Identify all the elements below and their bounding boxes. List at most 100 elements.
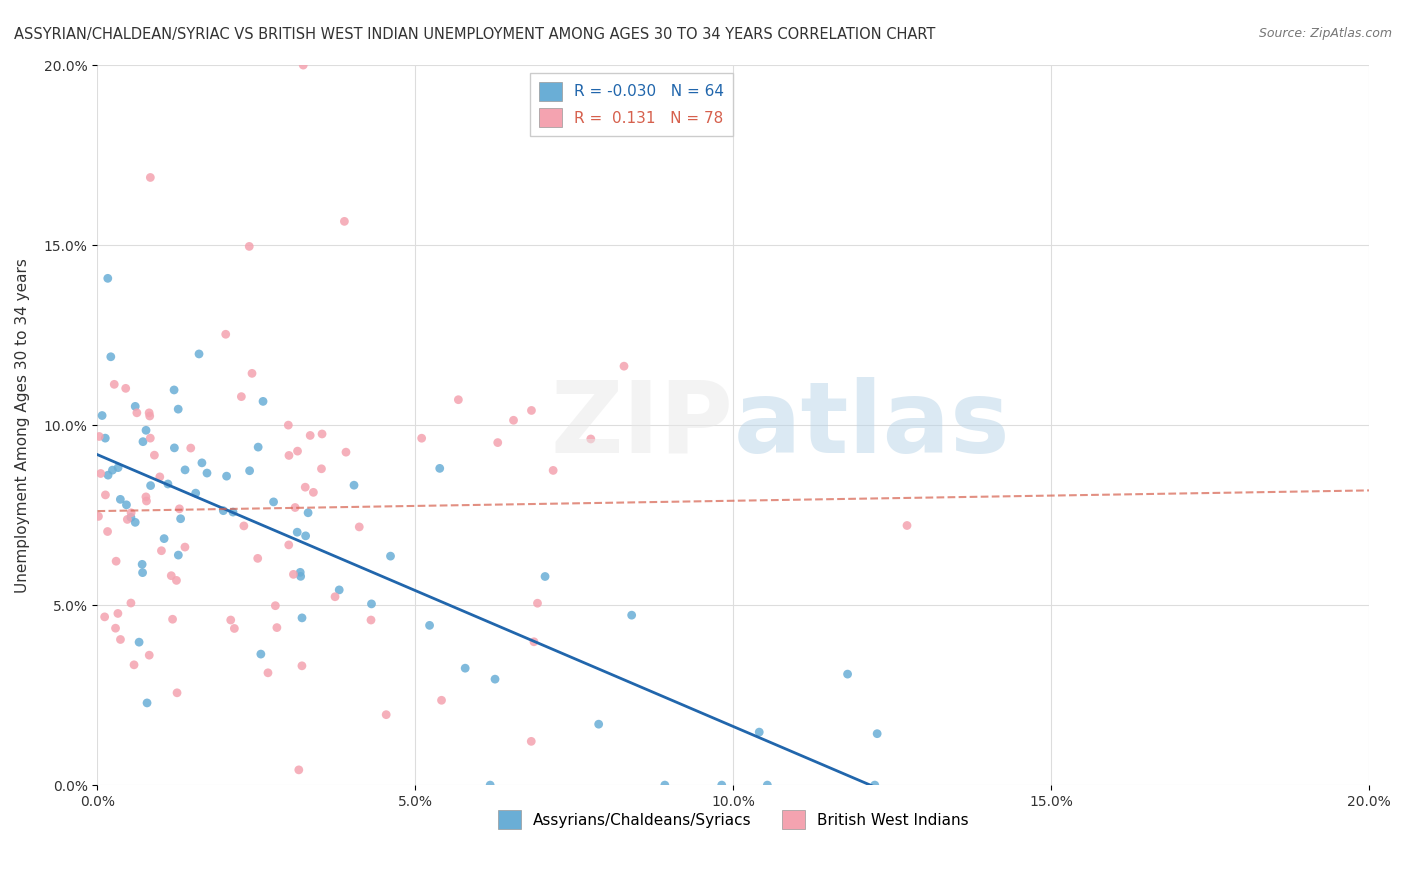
Point — [247, 440, 270, 454]
Point — [380, 549, 402, 563]
Point — [105, 554, 128, 568]
Point — [291, 611, 314, 625]
Y-axis label: Unemployment Among Ages 30 to 34 years: Unemployment Among Ages 30 to 34 years — [15, 258, 30, 592]
Point — [167, 548, 190, 562]
Point — [284, 500, 307, 515]
Point — [222, 505, 245, 519]
Point — [94, 488, 117, 502]
Point — [343, 478, 366, 492]
Point — [288, 763, 311, 777]
Point — [620, 608, 643, 623]
Point — [188, 347, 211, 361]
Point — [174, 463, 197, 477]
Point — [863, 778, 886, 792]
Point — [128, 635, 150, 649]
Point — [169, 501, 191, 516]
Point — [263, 495, 285, 509]
Point — [94, 431, 117, 445]
Point — [311, 462, 333, 476]
Point — [191, 456, 214, 470]
Point — [526, 596, 548, 610]
Text: Source: ZipAtlas.com: Source: ZipAtlas.com — [1258, 27, 1392, 40]
Point — [139, 431, 162, 445]
Point — [520, 734, 543, 748]
Point — [291, 658, 314, 673]
Point — [323, 590, 346, 604]
Point — [163, 441, 186, 455]
Point — [150, 543, 173, 558]
Point — [299, 428, 322, 442]
Point — [195, 466, 218, 480]
Point — [285, 525, 308, 540]
Point — [588, 717, 610, 731]
Point — [89, 429, 111, 443]
Point — [138, 409, 160, 423]
Point — [360, 613, 382, 627]
Point — [411, 431, 433, 445]
Point — [360, 597, 382, 611]
Point — [138, 406, 160, 420]
Point — [174, 540, 197, 554]
Point — [135, 423, 157, 437]
Point — [287, 444, 309, 458]
Point — [104, 621, 127, 635]
Point — [124, 516, 146, 530]
Point — [252, 394, 274, 409]
Point — [430, 693, 453, 707]
Point — [534, 569, 557, 583]
Point — [335, 445, 357, 459]
Point — [131, 558, 153, 572]
Point — [277, 538, 299, 552]
Point — [292, 58, 315, 72]
Point — [375, 707, 398, 722]
Point — [290, 569, 312, 583]
Point — [124, 400, 146, 414]
Point — [264, 599, 287, 613]
Point — [135, 494, 157, 508]
Point — [224, 622, 246, 636]
Point — [278, 449, 301, 463]
Point — [93, 610, 115, 624]
Point — [294, 529, 316, 543]
Point — [756, 778, 779, 792]
Point — [120, 506, 142, 520]
Point — [266, 621, 288, 635]
Point — [90, 467, 112, 481]
Point — [143, 448, 166, 462]
Point — [163, 383, 186, 397]
Point — [238, 239, 260, 253]
Point — [294, 480, 316, 494]
Point — [215, 327, 238, 342]
Point — [654, 778, 676, 792]
Point — [479, 778, 502, 792]
Point — [180, 441, 202, 455]
Point — [139, 478, 162, 492]
Point — [523, 634, 546, 648]
Point — [333, 214, 356, 228]
Point — [290, 566, 312, 580]
Point — [257, 665, 280, 680]
Point — [101, 463, 124, 477]
Point — [107, 607, 129, 621]
Point — [710, 778, 733, 792]
Point — [277, 418, 299, 433]
Point — [232, 519, 254, 533]
Point — [239, 464, 262, 478]
Point — [579, 432, 602, 446]
Point — [541, 463, 564, 477]
Point — [328, 582, 350, 597]
Point — [131, 566, 153, 580]
Point — [302, 485, 325, 500]
Point — [215, 469, 238, 483]
Point — [115, 498, 138, 512]
Point — [486, 435, 509, 450]
Point — [97, 271, 120, 285]
Point — [114, 381, 136, 395]
Point — [91, 409, 114, 423]
Point — [311, 427, 333, 442]
Point — [167, 402, 190, 417]
Point — [87, 509, 110, 524]
Point — [120, 510, 142, 524]
Point — [97, 524, 120, 539]
Point — [837, 667, 859, 681]
